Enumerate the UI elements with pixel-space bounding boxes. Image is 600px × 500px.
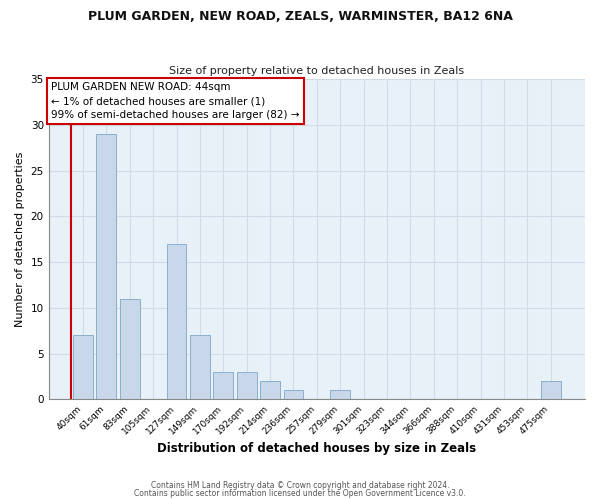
Bar bbox=[73, 336, 93, 400]
Text: Contains HM Land Registry data © Crown copyright and database right 2024.: Contains HM Land Registry data © Crown c… bbox=[151, 481, 449, 490]
Bar bbox=[97, 134, 116, 400]
Bar bbox=[330, 390, 350, 400]
Bar bbox=[284, 390, 304, 400]
Bar bbox=[214, 372, 233, 400]
Bar bbox=[167, 244, 187, 400]
Bar bbox=[541, 381, 560, 400]
X-axis label: Distribution of detached houses by size in Zeals: Distribution of detached houses by size … bbox=[157, 442, 476, 455]
Text: Contains public sector information licensed under the Open Government Licence v3: Contains public sector information licen… bbox=[134, 488, 466, 498]
Text: PLUM GARDEN NEW ROAD: 44sqm
← 1% of detached houses are smaller (1)
99% of semi-: PLUM GARDEN NEW ROAD: 44sqm ← 1% of deta… bbox=[52, 82, 300, 120]
Bar bbox=[120, 299, 140, 400]
Bar bbox=[237, 372, 257, 400]
Title: Size of property relative to detached houses in Zeals: Size of property relative to detached ho… bbox=[169, 66, 464, 76]
Bar bbox=[260, 381, 280, 400]
Text: PLUM GARDEN, NEW ROAD, ZEALS, WARMINSTER, BA12 6NA: PLUM GARDEN, NEW ROAD, ZEALS, WARMINSTER… bbox=[88, 10, 512, 23]
Y-axis label: Number of detached properties: Number of detached properties bbox=[15, 152, 25, 327]
Bar bbox=[190, 336, 210, 400]
